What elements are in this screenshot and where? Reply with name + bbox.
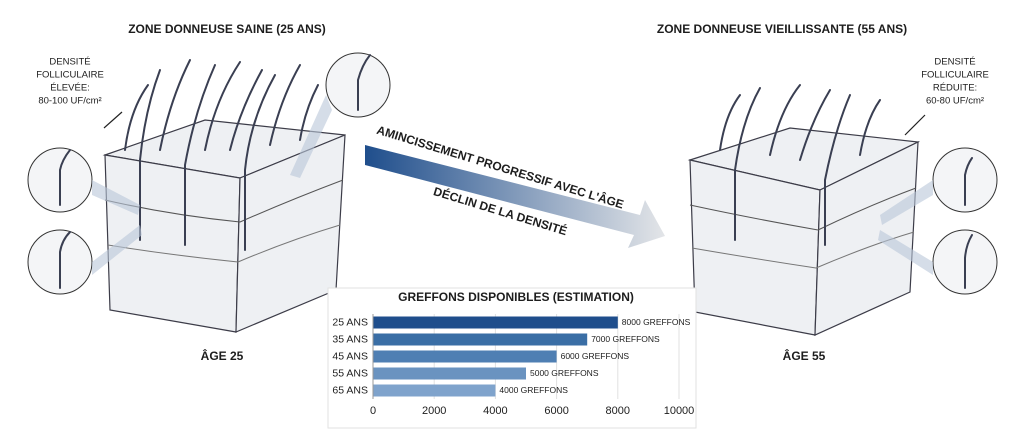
age-label: ÂGE 25 — [201, 348, 244, 363]
note-line: DENSITÉ — [934, 57, 975, 68]
chart-title: GREFFONS DISPONIBLES (ESTIMATION) — [398, 290, 634, 304]
note-line: FOLLICULAIRE — [36, 70, 104, 81]
bar — [373, 367, 526, 380]
y-tick-label: 55 ANS — [332, 367, 368, 379]
x-tick-label: 4000 — [483, 405, 507, 417]
x-tick-label: 8000 — [606, 405, 630, 417]
value-label: 6000 GREFFONS — [561, 351, 630, 361]
y-tick-label: 25 ANS — [332, 316, 368, 328]
y-tick-label: 35 ANS — [332, 333, 368, 345]
right-note: DENSITÉ FOLLICULAIRE RÉDUITE: 60-80 UF/cm² — [921, 57, 989, 107]
left-title: ZONE DONNEUSE SAINE (25 ANS) — [128, 22, 326, 36]
x-tick-label: 2000 — [422, 405, 446, 417]
trend-arrow — [365, 145, 665, 248]
bar — [373, 384, 496, 397]
note-line: RÉDUITE: — [933, 83, 977, 94]
y-tick-label: 65 ANS — [332, 384, 368, 396]
note-line: FOLLICULAIRE — [921, 70, 989, 81]
pointer — [904, 114, 926, 136]
right-block — [687, 84, 998, 336]
x-tick-label: 10000 — [664, 405, 695, 417]
chart: 0 2000 4000 6000 8000 10000 25 ANS 8000 GREFFON… — [332, 314, 694, 417]
value-label: 4000 GREFFONS — [499, 385, 568, 395]
y-tick-label: 45 ANS — [332, 350, 368, 362]
value-label: 8000 GREFFONS — [622, 317, 691, 327]
pointer — [103, 111, 123, 129]
note-line: ÉLEVÉE: — [50, 83, 90, 94]
bar — [373, 333, 588, 346]
x-tick-label: 6000 — [544, 405, 568, 417]
x-tick-label: 0 — [370, 405, 376, 417]
note-line: 60-80 UF/cm² — [926, 96, 984, 107]
value-label: 7000 GREFFONS — [591, 334, 660, 344]
bar — [373, 350, 557, 363]
age-label: ÂGE 55 — [783, 348, 826, 363]
right-title: ZONE DONNEUSE VIEILLISSANTE (55 ANS) — [657, 22, 907, 36]
value-label: 5000 GREFFONS — [530, 368, 599, 378]
note-line: 80-100 UF/cm² — [38, 96, 101, 107]
note-line: DENSITÉ — [49, 57, 90, 68]
left-block — [27, 52, 391, 333]
left-note: DENSITÉ FOLLICULAIRE ÉLEVÉE: 80-100 UF/cm² — [36, 57, 104, 107]
bar — [373, 316, 618, 329]
